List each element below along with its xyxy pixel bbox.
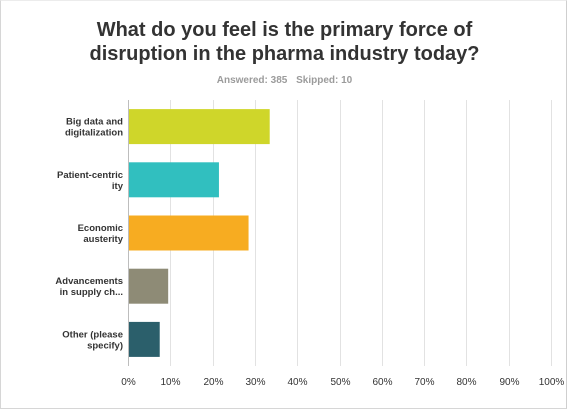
x-tick-label: 0%	[121, 377, 136, 388]
title-line-1: What do you feel is the primary force of	[96, 19, 473, 41]
bar	[129, 321, 160, 357]
category-label-line: digitalization	[65, 128, 123, 139]
category-label-line: Advancements	[55, 276, 123, 287]
x-tick-label: 40%	[287, 377, 307, 388]
category-label-line: Patient-centric	[57, 170, 123, 181]
bar	[129, 215, 249, 251]
x-tick-label: 10%	[160, 377, 180, 388]
category-label: Advancements in supply ch...	[55, 276, 123, 298]
category-label-line: specify)	[87, 340, 123, 351]
category-label-line: ity	[112, 181, 124, 192]
skipped-count: Skipped: 10	[296, 75, 353, 86]
x-tick-label: 80%	[456, 377, 476, 388]
x-tick-label: 60%	[372, 377, 392, 388]
response-summary: Answered: 385 Skipped: 10	[0, 75, 569, 86]
category-label-line: Economic	[78, 223, 123, 234]
category-label: Patient-centric ity	[57, 170, 124, 192]
bar	[129, 109, 270, 145]
category-label-line: Big data and	[66, 117, 123, 128]
category-label-line: Other (please	[62, 329, 123, 340]
page-title: What do you feel is the primary force of…	[0, 18, 569, 66]
category-label-line: in supply ch...	[60, 287, 123, 298]
bar	[129, 268, 169, 304]
category-label-line: austerity	[83, 234, 123, 245]
category-label: Economic austerity	[78, 223, 124, 245]
bar	[129, 162, 219, 198]
x-tick-label: 100%	[539, 377, 565, 388]
x-tick-label: 90%	[499, 377, 519, 388]
x-tick-label: 50%	[330, 377, 350, 388]
x-tick-label: 30%	[245, 377, 265, 388]
title-line-2: disruption in the pharma industry today?	[89, 43, 480, 65]
x-tick-label: 70%	[414, 377, 434, 388]
category-label: Big data and digitalization	[65, 117, 123, 139]
answered-count: Answered: 385	[216, 75, 288, 86]
x-tick-label: 20%	[203, 377, 223, 388]
category-label: Other (please specify)	[62, 329, 123, 351]
